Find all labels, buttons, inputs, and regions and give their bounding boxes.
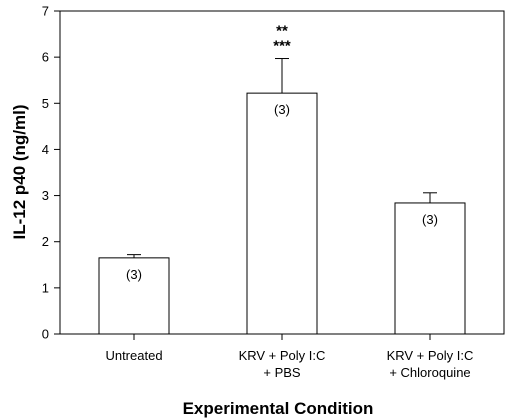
y-axis-title: IL-12 p40 (ng/ml)	[10, 104, 29, 239]
y-tick-label: 1	[42, 280, 49, 295]
x-tick-label: + Chloroquine	[389, 365, 470, 380]
y-tick-label: 3	[42, 188, 49, 203]
labels: (3) Untreated (3) ***** KRV + Poly I:C + PBS (…	[105, 23, 473, 380]
x-tick-label: KRV + Poly I:C	[387, 348, 474, 363]
y-tick-label: 4	[42, 142, 49, 157]
bars	[98, 58, 466, 335]
bar	[98, 257, 170, 335]
significance-marker: **	[276, 23, 288, 40]
y-tick-label: 5	[42, 96, 49, 111]
x-tick-label: + PBS	[263, 365, 301, 380]
sample-size-label: (3)	[422, 212, 438, 227]
bar	[394, 202, 466, 335]
y-tick-label: 7	[42, 4, 49, 19]
y-tick-label: 6	[42, 50, 49, 65]
bar	[246, 92, 318, 335]
significance-marker: ***	[273, 38, 291, 55]
y-tick-label: 0	[42, 327, 49, 342]
x-tick-label: Untreated	[105, 348, 162, 363]
sample-size-label: (3)	[274, 102, 290, 117]
y-tick-label: 2	[42, 234, 49, 249]
x-tick-label: KRV + Poly I:C	[239, 348, 326, 363]
x-axis-title: Experimental Condition	[183, 399, 374, 418]
sample-size-label: (3)	[126, 267, 142, 282]
